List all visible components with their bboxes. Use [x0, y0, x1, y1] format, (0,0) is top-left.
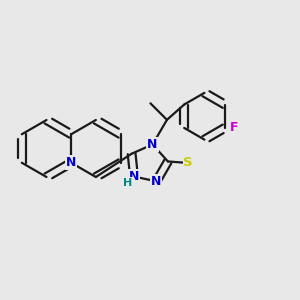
Text: N: N [66, 156, 76, 169]
Text: N: N [151, 175, 162, 188]
Text: N: N [147, 138, 158, 151]
Text: N: N [129, 170, 139, 183]
Text: H: H [123, 178, 132, 188]
Text: S: S [184, 157, 193, 169]
Text: F: F [230, 122, 238, 134]
